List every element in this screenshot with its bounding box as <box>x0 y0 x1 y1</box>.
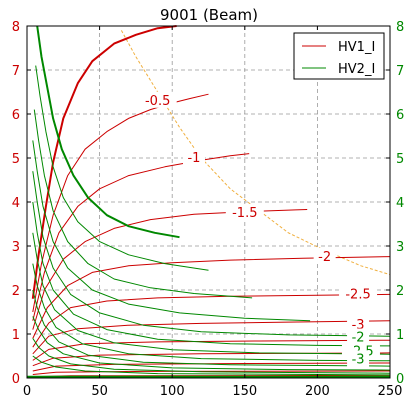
series-line-hv2-i <box>32 201 391 347</box>
annotation-label: -2.5 <box>345 287 370 302</box>
annotation-label: -2 <box>318 250 331 265</box>
series-line-hv1-i <box>32 339 391 361</box>
legend-label: HV1_I <box>338 40 375 55</box>
annotation-bg <box>339 285 378 302</box>
y-tick-label-left: 8 <box>12 20 20 35</box>
series-line-hv2-i <box>35 65 209 271</box>
series-line-hv2-i <box>32 355 391 376</box>
y-tick-label-left: 1 <box>12 328 20 343</box>
series-line-hv1-i <box>32 352 391 367</box>
y-tick-label-right: 1 <box>396 328 404 343</box>
annotations: -0.5-1-1.5-2-2.5-3-2-2.5-3 <box>138 91 380 368</box>
series-line-hv2-i <box>32 263 391 362</box>
annotation-label: -3 <box>352 353 365 368</box>
annotation-label: -0.5 <box>145 94 170 109</box>
x-tick-label: 150 <box>232 384 257 399</box>
x-tick-label: 200 <box>305 384 330 399</box>
y-tick-label-left: 7 <box>12 64 20 79</box>
annotation-label: -1 <box>187 151 200 166</box>
threshold-curve <box>120 30 391 276</box>
y-tick-label-left: 0 <box>12 372 20 387</box>
annotation-bg <box>347 350 370 367</box>
annotation-label: -2 <box>352 331 365 346</box>
y-tick-label-right: 3 <box>396 240 404 255</box>
annotation-bg <box>138 91 177 108</box>
series-line-hv2-i <box>32 232 391 355</box>
y-tick-label-right: 6 <box>396 108 404 123</box>
x-tick-label: 250 <box>378 384 403 399</box>
y-tick-label-right: 0 <box>396 372 404 387</box>
annotation-bg <box>225 204 264 220</box>
y-tick-label-left: 3 <box>12 240 20 255</box>
series-line-hv2-i <box>32 316 391 371</box>
x-tick-label: 50 <box>91 384 108 399</box>
y-tick-label-left: 5 <box>12 152 20 167</box>
y-tick-label-right: 2 <box>396 284 404 299</box>
series-line-hv1-i <box>31 25 177 299</box>
y-tick-label-left: 2 <box>12 284 20 299</box>
series-line-hv1-i <box>32 153 250 321</box>
legend-box <box>293 32 385 80</box>
series-line-hv1-i <box>32 93 209 313</box>
x-tick-label: 0 <box>23 384 31 399</box>
series-line-hv2-i <box>32 289 391 367</box>
series-layer <box>27 25 391 378</box>
y-tick-label-left: 6 <box>12 108 20 123</box>
legend-label: HV2_I <box>338 62 375 77</box>
series-line-hv2-i <box>32 338 391 374</box>
y-tick-label-left: 4 <box>12 196 20 211</box>
legend: HV1_I HV2_I <box>293 32 385 80</box>
series-line-hv2-i <box>36 25 180 239</box>
series-line-hv2-i <box>32 171 391 337</box>
series-line-hv2-i <box>32 140 311 322</box>
series-line-hv1-i <box>32 320 391 355</box>
series-line-hv1-i <box>32 293 391 348</box>
y-tick-label-right: 4 <box>396 196 404 211</box>
annotation-bg <box>347 328 370 345</box>
x-tick-label: 100 <box>160 384 185 399</box>
series-line-hv2-i <box>33 109 253 299</box>
chart-title: 9001 (Beam) <box>160 6 258 24</box>
y-tick-label-right: 8 <box>396 20 404 35</box>
annotation-bg <box>182 149 205 165</box>
series-line-hv1-i <box>32 209 308 330</box>
annotation-bg <box>313 248 336 264</box>
y-tick-label-right: 5 <box>396 152 404 167</box>
annotation-bg <box>347 316 370 333</box>
annotation-label: -1.5 <box>232 206 257 221</box>
series-line-hv1-i <box>32 256 391 339</box>
y-tick-label-right: 7 <box>396 64 404 79</box>
threshold-line <box>120 30 391 276</box>
